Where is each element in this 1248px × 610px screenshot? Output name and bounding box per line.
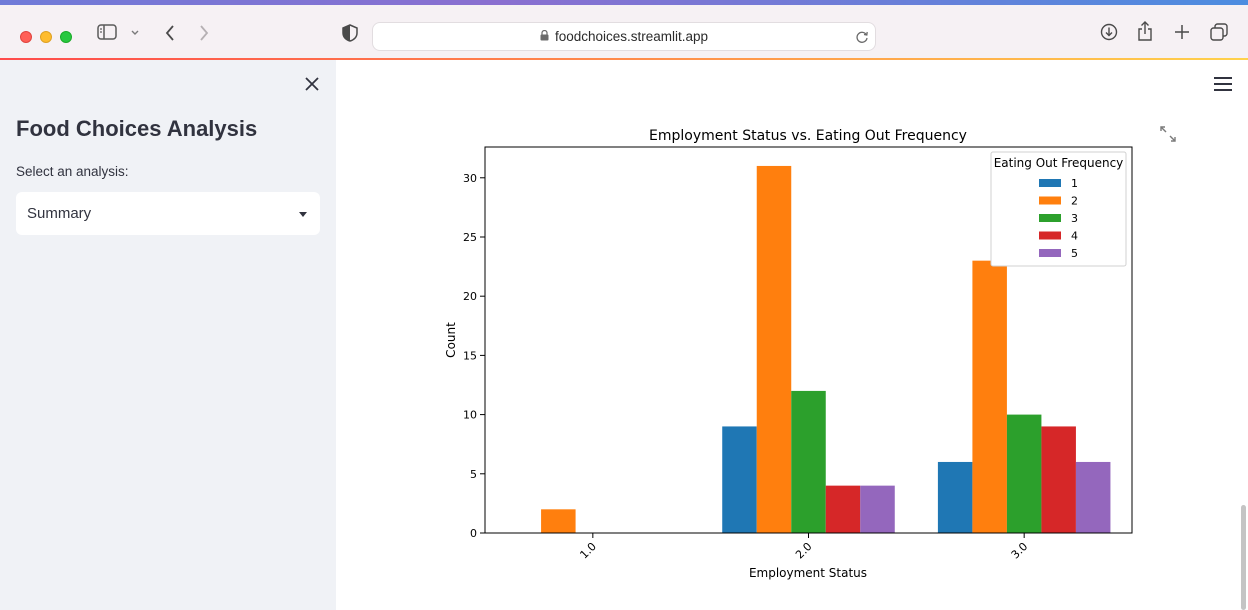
bar (972, 260, 1007, 533)
bar (1075, 461, 1111, 533)
y-tick-label: 0 (470, 527, 477, 540)
sidebar-toggle-icon[interactable] (96, 22, 118, 42)
y-tick-label: 25 (463, 231, 477, 244)
select-label: Select an analysis: (16, 164, 129, 179)
bar (860, 485, 895, 533)
bar (825, 485, 861, 533)
bar (937, 461, 973, 533)
chart-x-axis-label: Employment Status (749, 566, 867, 580)
legend-label: 4 (1071, 230, 1078, 243)
minimize-window-button[interactable] (40, 31, 52, 43)
streamlit-header-decoration (0, 58, 1248, 60)
forward-arrow-icon[interactable] (194, 22, 214, 44)
legend-box (990, 151, 1127, 267)
close-sidebar-icon[interactable] (304, 76, 320, 92)
bar (1041, 426, 1076, 533)
y-tick-label: 10 (463, 409, 477, 422)
page-scrollbar[interactable] (1241, 505, 1246, 610)
bar (791, 390, 826, 533)
share-icon[interactable] (1134, 19, 1156, 43)
chart-y-axis-label: Count (444, 322, 458, 358)
tab-overview-icon[interactable] (1208, 21, 1230, 43)
zoom-window-button[interactable] (60, 31, 72, 43)
legend-title: Eating Out Frequency (994, 156, 1124, 170)
y-tick-label: 5 (470, 468, 477, 481)
x-tick-label: 2.0 (793, 540, 815, 562)
x-tick-label: 3.0 (1009, 540, 1031, 562)
caret-down-icon (299, 212, 307, 217)
url-text: foodchoices.streamlit.app (554, 29, 709, 44)
bar (722, 426, 757, 533)
back-arrow-icon[interactable] (160, 22, 180, 44)
sidebar-title: Food Choices Analysis (16, 116, 258, 141)
reload-icon[interactable] (855, 30, 869, 49)
legend-label: 3 (1071, 212, 1078, 225)
fullscreen-expand-icon[interactable] (1160, 126, 1176, 142)
bar-chart: Employment Status vs. Eating Out Frequen… (444, 128, 1133, 580)
chevron-down-icon[interactable] (128, 26, 142, 40)
analysis-select[interactable]: Summary (16, 192, 320, 235)
downloads-icon[interactable] (1098, 21, 1120, 43)
legend-swatch (1039, 196, 1061, 205)
y-tick-label: 30 (463, 172, 477, 185)
hamburger-menu-icon[interactable] (1214, 77, 1232, 91)
bar (541, 509, 576, 533)
chart-title: Employment Status vs. Eating Out Frequen… (649, 128, 967, 144)
legend-swatch (1039, 249, 1061, 257)
window-top-strip (0, 0, 1248, 5)
legend-swatch (1039, 179, 1061, 187)
legend-swatch (1039, 231, 1061, 240)
bar (756, 165, 792, 533)
analysis-select-value: Summary (27, 205, 92, 222)
address-bar[interactable]: foodchoices.streamlit.app (372, 22, 876, 51)
legend-swatch (1039, 214, 1061, 222)
close-window-button[interactable] (20, 31, 32, 43)
lock-icon (540, 28, 549, 46)
y-tick-label: 20 (463, 290, 477, 303)
legend-label: 5 (1071, 247, 1078, 260)
browser-toolbar: foodchoices.streamlit.app (0, 5, 1248, 58)
bar (1006, 414, 1042, 533)
y-tick-label: 15 (463, 349, 477, 362)
privacy-shield-icon[interactable] (340, 22, 360, 44)
plot-frame (484, 146, 1133, 534)
legend-label: 2 (1071, 195, 1078, 208)
x-tick-label: 1.0 (577, 540, 599, 562)
sidebar (0, 60, 336, 610)
new-tab-plus-icon[interactable] (1171, 21, 1193, 43)
legend-label: 1 (1071, 177, 1078, 190)
